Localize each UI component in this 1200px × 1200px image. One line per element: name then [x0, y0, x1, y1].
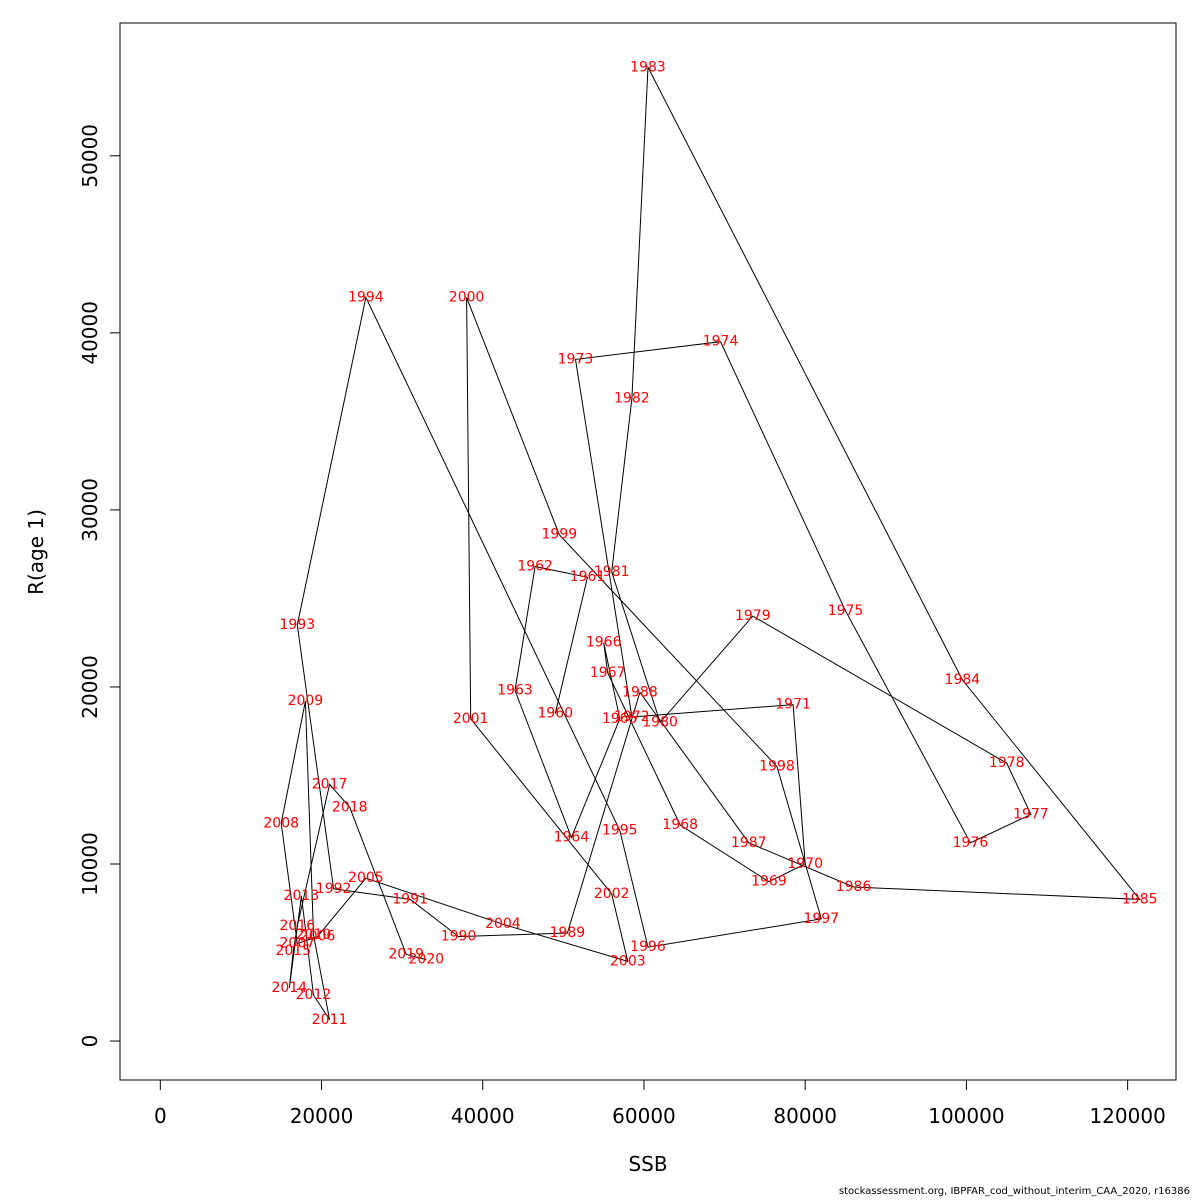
year-label-2016: 2016	[280, 918, 316, 934]
year-label-1998: 1998	[759, 759, 795, 775]
year-label-1991: 1991	[392, 891, 428, 907]
x-tick-label: 40000	[451, 1104, 515, 1128]
year-label-1974: 1974	[703, 334, 739, 350]
year-label-2012: 2012	[296, 987, 332, 1003]
year-label-1986: 1986	[836, 879, 872, 895]
year-label-1969: 1969	[751, 874, 787, 890]
year-label-1979: 1979	[735, 608, 771, 624]
year-label-1960: 1960	[537, 706, 573, 722]
year-label-2019: 2019	[388, 946, 424, 962]
year-label-1997: 1997	[803, 911, 839, 927]
year-label-1996: 1996	[630, 939, 666, 955]
year-label-1988: 1988	[622, 684, 658, 700]
year-label-1975: 1975	[828, 603, 864, 619]
year-label-2010: 2010	[296, 927, 332, 943]
x-tick-label: 120000	[1089, 1104, 1165, 1128]
y-axis: 0 10000 20000 30000 40000 50000	[78, 124, 121, 1048]
year-label-1976: 1976	[953, 835, 989, 851]
year-label-1993: 1993	[280, 617, 316, 633]
year-label-1992: 1992	[316, 881, 352, 897]
year-label-1980: 1980	[642, 714, 678, 730]
year-label-1971: 1971	[775, 697, 811, 713]
year-label-1990: 1990	[441, 929, 477, 945]
year-label-2007: 2007	[280, 936, 316, 952]
year-label-2014: 2014	[271, 980, 307, 996]
y-axis-title: R(age 1)	[24, 509, 48, 595]
year-label-1962: 1962	[517, 559, 553, 575]
year-label-2009: 2009	[288, 693, 324, 709]
x-tick-label: 0	[154, 1104, 167, 1128]
year-label-1999: 1999	[542, 527, 578, 543]
y-tick-label: 0	[78, 1035, 102, 1048]
y-tick-label: 50000	[78, 124, 102, 188]
year-label-2017: 2017	[312, 776, 348, 792]
year-label-1995: 1995	[602, 822, 638, 838]
year-label-2003: 2003	[610, 953, 646, 969]
x-axis-title: SSB	[628, 1152, 667, 1176]
y-tick-label: 30000	[78, 478, 102, 542]
year-label-1970: 1970	[787, 856, 823, 872]
year-label-2008: 2008	[263, 815, 299, 831]
y-tick-label: 10000	[78, 832, 102, 896]
ssb-recruitment-trajectory-line	[280, 65, 1141, 1021]
year-label-2013: 2013	[284, 888, 320, 904]
year-label-1985: 1985	[1122, 891, 1158, 907]
x-tick-label: 60000	[612, 1104, 676, 1128]
year-label-1972: 1972	[614, 709, 650, 725]
x-tick-label: 80000	[773, 1104, 837, 1128]
year-label-1977: 1977	[1013, 806, 1049, 822]
x-tick-label: 100000	[928, 1104, 1004, 1128]
year-label-1982: 1982	[614, 390, 650, 406]
year-label-1968: 1968	[662, 817, 698, 833]
year-label-2004: 2004	[485, 916, 521, 932]
y-tick-label: 20000	[78, 655, 102, 719]
year-label-1981: 1981	[594, 564, 630, 580]
y-tick-label: 40000	[78, 301, 102, 365]
year-label-1989: 1989	[550, 925, 586, 941]
year-labels: 1960 1961 1962 1963 1964 1965 1966 1967 1968 1969…	[263, 59, 1157, 1028]
year-label-1984: 1984	[945, 672, 981, 688]
year-label-1961: 1961	[570, 569, 606, 585]
x-axis: 0 20000 40000 60000 80000 100000 120000	[154, 1079, 1166, 1128]
year-label-1987: 1987	[731, 835, 767, 851]
year-label-1966: 1966	[586, 635, 622, 651]
year-label-1978: 1978	[989, 755, 1025, 771]
year-label-2006: 2006	[300, 929, 336, 945]
year-label-1963: 1963	[497, 682, 533, 698]
year-label-2020: 2020	[409, 952, 445, 968]
year-label-1964: 1964	[554, 829, 590, 845]
year-label-1965: 1965	[602, 711, 638, 727]
year-label-2002: 2002	[594, 886, 630, 902]
year-label-1973: 1973	[558, 351, 594, 367]
year-label-2015: 2015	[275, 943, 311, 959]
year-label-2000: 2000	[449, 289, 485, 305]
footer-credit: stockassessment.org, IBPFAR_cod_without_…	[838, 1186, 1190, 1197]
year-label-2005: 2005	[348, 870, 384, 886]
year-label-2011: 2011	[312, 1012, 348, 1028]
plot-frame	[119, 22, 1177, 1081]
year-label-1983: 1983	[630, 59, 666, 75]
x-tick-label: 20000	[290, 1104, 354, 1128]
year-label-2018: 2018	[332, 799, 368, 815]
year-label-2001: 2001	[453, 711, 489, 727]
year-label-1994: 1994	[348, 289, 384, 305]
year-label-1967: 1967	[590, 665, 626, 681]
